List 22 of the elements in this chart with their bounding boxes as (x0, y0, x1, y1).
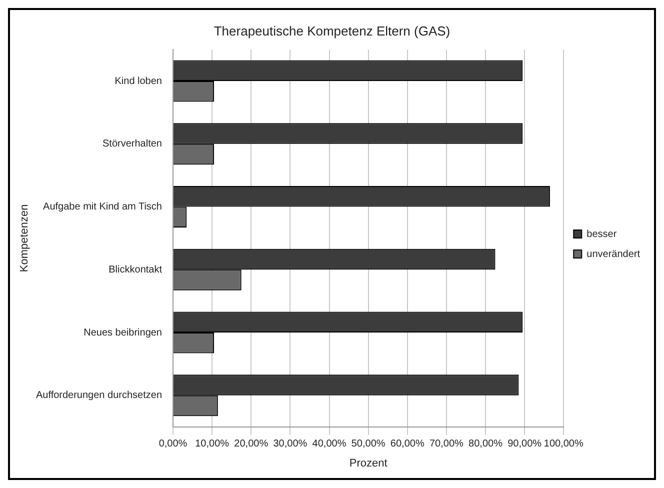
legend-label: besser (586, 228, 618, 240)
y-tick-label: Blickkontakt (108, 264, 162, 276)
x-tick-label: 40,00% (312, 438, 346, 450)
x-tick-label: 10,00% (195, 438, 230, 450)
x-axis-title: Prozent (349, 457, 388, 470)
y-tick-label: Neues beibringen (84, 327, 162, 338)
chart-title: Therapeutische Kompetenz Eltern (GAS) (214, 23, 450, 38)
x-tick-label: 80,00% (468, 438, 503, 450)
x-tick-label: 90,00% (508, 438, 542, 450)
x-tick-label: 30,00% (273, 438, 308, 450)
x-tick-label: 20,00% (234, 438, 268, 450)
y-axis-title: Kompetenzen (18, 204, 31, 272)
legend-label: unverändert (586, 248, 640, 260)
y-tick-label: Aufforderungen durchsetzen (36, 390, 162, 402)
x-tick-label: 0,00% (158, 438, 188, 450)
x-tick-label: 50,00% (351, 438, 386, 450)
y-tick-label: Störverhalten (102, 138, 162, 150)
x-tick-label: 60,00% (390, 438, 424, 450)
y-tick-label: Kind loben (114, 76, 162, 87)
x-tick-label: 100,00% (544, 438, 584, 450)
x-tick-label: 70,00% (429, 438, 464, 450)
y-tick-label: Aufgabe mit Kind am Tisch (43, 202, 162, 213)
